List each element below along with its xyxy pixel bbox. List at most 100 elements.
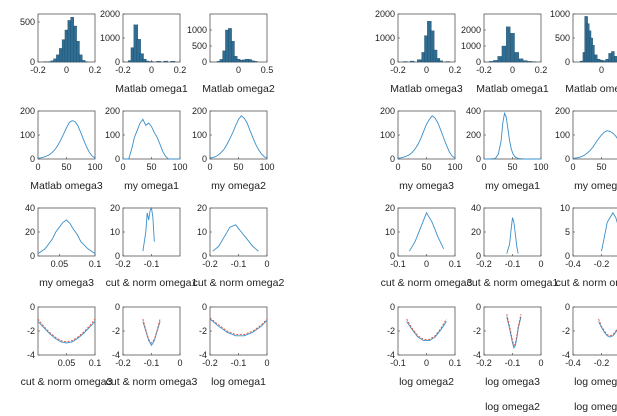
hist-bar — [253, 61, 258, 63]
x-tick-label: -0.2 — [115, 65, 131, 75]
x-tick-label: 0 — [424, 65, 429, 75]
x-axis-label: my omega2 — [211, 180, 266, 192]
x-tick-label: -0.1 — [231, 259, 247, 269]
y-tick-label: 5 — [565, 227, 570, 237]
axes-box — [397, 110, 456, 160]
hist-bar — [599, 59, 604, 63]
x-tick-label: 0 — [177, 358, 182, 368]
x-tick-label: 100 — [447, 162, 462, 172]
data-line — [123, 118, 180, 160]
x-tick-label: 0 — [395, 162, 400, 172]
x-tick-label: -0.1 — [390, 259, 406, 269]
y-tick-label: 0 — [30, 302, 35, 312]
hist-bar — [67, 20, 72, 63]
fit-line — [142, 318, 161, 344]
y-tick-label: 1000 — [375, 33, 395, 43]
y-tick-label: 400 — [466, 106, 481, 116]
x-axis-label: Matlab omega3 — [30, 180, 103, 192]
x-tick-label: -0.1 — [505, 358, 521, 368]
x-tick-label: 0.1 — [89, 358, 102, 368]
x-axis-label: my omega1 — [124, 180, 179, 192]
x-tick-label: 0 — [510, 65, 515, 75]
x-tick-label: 0 — [149, 65, 154, 75]
y-tick-label: 100 — [555, 130, 570, 140]
hist-bar — [611, 51, 615, 63]
hist-bar — [432, 49, 438, 63]
x-tick-label: -0.2 — [476, 65, 492, 75]
x-tick-label: -0.2 — [476, 259, 492, 269]
bottom-caption: log omega3 — [574, 401, 617, 413]
y-tick-label: 2000 — [375, 9, 395, 19]
y-tick-label: 2000 — [461, 25, 481, 35]
x-tick-label: 0 — [207, 162, 212, 172]
x-axis-label: log omega3 — [485, 376, 540, 388]
y-tick-label: 1000 — [187, 25, 207, 35]
y-tick-label: 0 — [565, 251, 570, 261]
x-axis-label: cut & norm omega1 — [467, 277, 559, 289]
x-tick-label: 50 — [146, 162, 156, 172]
y-tick-label: 10 — [385, 227, 395, 237]
hist-bar — [170, 61, 176, 63]
y-tick-label: 1000 — [461, 41, 481, 51]
data-line — [397, 115, 456, 159]
y-tick-label: 0 — [476, 302, 481, 312]
hist-bar — [70, 17, 74, 63]
y-tick-label: 0 — [565, 154, 570, 164]
x-tick-label: 100 — [533, 162, 548, 172]
panel-13: 0.05 0.1 0 20 40 my omega3 — [25, 203, 101, 289]
hist-bar — [597, 58, 601, 63]
x-axis-label: my omega2 — [574, 180, 617, 192]
y-tick-label: -2 — [112, 326, 120, 336]
data-line — [598, 321, 617, 338]
panel-19: 0.05 0.1 -4 -2 0 cut & norm omega3 — [21, 302, 113, 388]
y-tick-label: 0 — [30, 57, 35, 67]
x-tick-label: 0 — [424, 259, 429, 269]
x-tick-label: 50 — [61, 162, 71, 172]
x-tick-label: 0.2 — [89, 65, 102, 75]
bottom-caption: log omega2 — [485, 401, 540, 413]
y-tick-label: 0 — [476, 154, 481, 164]
hist-bar — [591, 45, 595, 63]
y-tick-label: 0 — [115, 154, 120, 164]
panel-20: -0.2 -0.1 0 -4 -2 0 cut & norm omega3 — [106, 302, 198, 388]
hist-bar — [56, 54, 60, 63]
data-line — [484, 111, 541, 160]
x-tick-label: -0.1 — [231, 358, 247, 368]
hist-bar — [136, 39, 141, 63]
x-tick-label: -0.2 — [202, 259, 218, 269]
x-tick-label: 0.05 — [51, 259, 69, 269]
x-axis-label: my omega3 — [399, 180, 454, 192]
y-tick-label: 100 — [380, 130, 395, 140]
x-tick-label: 50 — [233, 162, 243, 172]
y-tick-label: 0 — [202, 251, 207, 261]
y-tick-label: 100 — [192, 130, 207, 140]
hist-bar — [61, 39, 66, 63]
data-line — [209, 318, 268, 337]
data-line — [142, 206, 155, 252]
data-line — [37, 219, 96, 254]
y-tick-label: 0 — [565, 302, 570, 312]
x-tick-label: -0.2 — [115, 259, 131, 269]
panel-18: -0.4-0.200510cut & norm omega2 — [556, 203, 617, 289]
x-tick-label: -0.2 — [30, 65, 46, 75]
axes-box — [37, 207, 96, 257]
hist-bar — [438, 60, 443, 63]
y-tick-label: 100 — [105, 130, 120, 140]
fit-line — [209, 317, 268, 336]
x-tick-label: 0 — [35, 162, 40, 172]
hist-bar — [53, 58, 57, 63]
hist-bar — [602, 60, 606, 63]
hist-bar — [614, 56, 617, 63]
x-tick-label: 0 — [424, 358, 429, 368]
hist-bar — [139, 53, 144, 63]
axes-box — [209, 306, 268, 356]
y-tick-label: 1000 — [550, 9, 570, 19]
x-tick-label: 0.2 — [449, 65, 462, 75]
hist-bar — [435, 58, 441, 63]
y-tick-label: 0 — [476, 57, 481, 67]
x-tick-label: -0.4 — [565, 259, 581, 269]
x-axis-label: my omega3 — [39, 277, 94, 289]
axes-box — [483, 110, 542, 160]
